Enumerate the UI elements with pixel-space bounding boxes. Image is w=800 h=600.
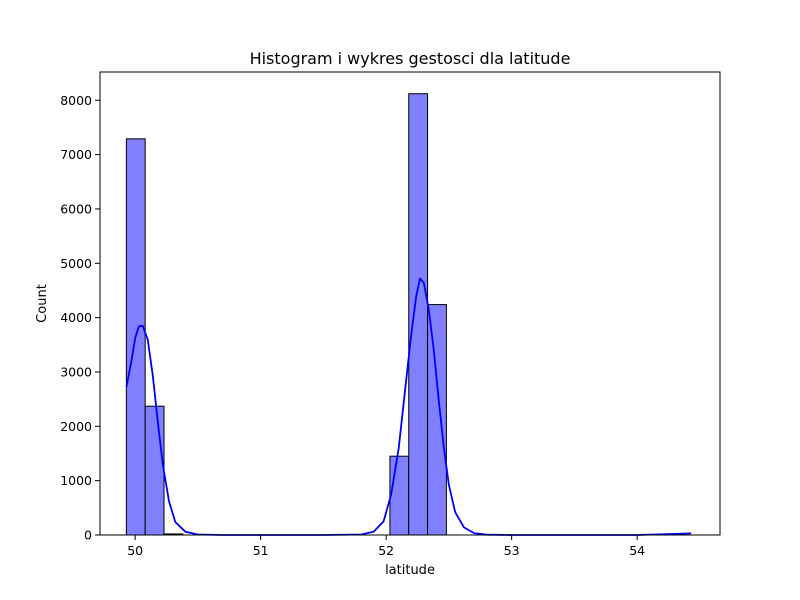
y-axis-label: Count [35, 284, 50, 323]
x-tick-label: 54 [629, 543, 645, 558]
y-tick-label: 2000 [60, 419, 92, 434]
chart-title: Histogram i wykres gestosci dla latitude [250, 49, 571, 68]
x-tick-label: 53 [504, 543, 520, 558]
y-tick-label: 1000 [60, 473, 92, 488]
x-axis: 50 51 52 53 54 [127, 535, 645, 558]
kde-density-line [125, 277, 692, 536]
x-tick-label: 50 [127, 543, 143, 558]
y-tick-label: 4000 [60, 310, 92, 325]
y-tick-label: 6000 [60, 201, 92, 216]
histogram-bar [144, 405, 165, 536]
histogram-bar [389, 455, 410, 536]
y-tick-label: 3000 [60, 364, 92, 379]
kde-layer [125, 277, 692, 536]
y-tick-label: 8000 [60, 93, 92, 108]
plot-frame [99, 71, 721, 536]
x-tick-label: 52 [378, 543, 394, 558]
histogram-bar [408, 93, 429, 536]
x-axis-label: latitude [385, 563, 435, 578]
histogram-bar [427, 304, 447, 536]
y-axis: 0 1000 2000 3000 4000 5000 6000 7000 8000 [60, 93, 100, 543]
y-tick-label: 0 [84, 528, 92, 543]
y-tick-label: 5000 [60, 256, 92, 271]
x-tick-label: 51 [253, 543, 269, 558]
y-tick-label: 7000 [60, 147, 92, 162]
